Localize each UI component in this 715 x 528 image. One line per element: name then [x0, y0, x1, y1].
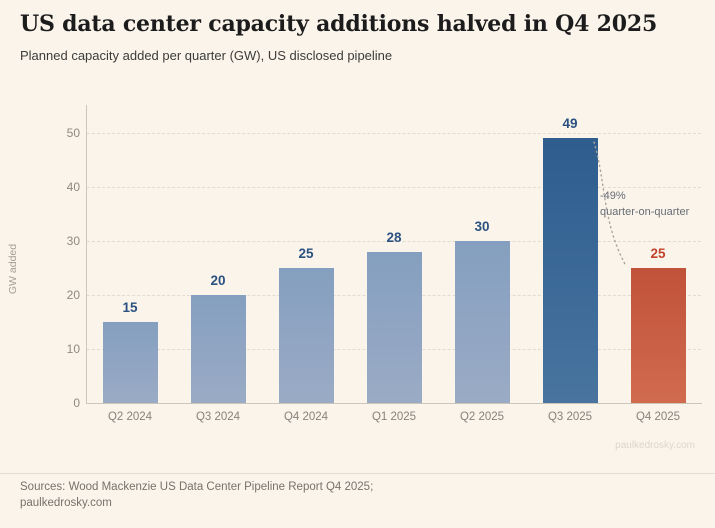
bar-value-q4-2025: 25 — [650, 246, 666, 261]
bar-value-q2-2024: 15 — [122, 300, 138, 315]
chart-title: US data center capacity additions halved… — [20, 11, 658, 37]
bar-q2-2025 — [454, 241, 510, 403]
y-tick-20: 20 — [66, 288, 80, 302]
y-tick-0: 0 — [73, 396, 80, 410]
y-axis-title: GW added — [7, 243, 19, 295]
y-tick-40: 40 — [66, 180, 80, 194]
bar-value-q1-2025: 28 — [386, 229, 402, 245]
gridline-30 — [87, 241, 701, 242]
y-tick-10: 10 — [66, 342, 80, 356]
annotation-line1: -49% — [600, 190, 626, 202]
bar-value-q3-2025: 49 — [562, 116, 578, 132]
annotation-line2: quarter-on-quarter — [600, 205, 690, 218]
x-tick-q3-2024: Q3 2024 — [195, 411, 241, 423]
sources-line1: Sources: Wood Mackenzie US Data Center P… — [20, 481, 374, 493]
x-tick-q2-2024: Q2 2024 — [107, 411, 153, 423]
watermark: paulkedrosky.com — [615, 440, 695, 451]
bar-q4-2024 — [278, 268, 334, 403]
sources-line2: paulkedrosky.com — [20, 496, 112, 509]
footer-divider — [0, 473, 715, 474]
bar-value-q3-2024: 20 — [210, 273, 226, 288]
y-axis-line — [86, 105, 87, 403]
bar-q3-2024 — [190, 295, 246, 403]
sources-note: Sources: Wood Mackenzie US Data Center P… — [20, 480, 373, 511]
x-tick-q4-2025: Q4 2025 — [635, 411, 681, 423]
x-tick-q4-2024: Q4 2024 — [283, 411, 329, 423]
annotation-text: -49% quarter-on-quarter — [600, 189, 689, 221]
x-tick-q3-2025: Q3 2025 — [547, 411, 593, 423]
y-tick-30: 30 — [66, 234, 80, 248]
y-tick-50: 50 — [66, 126, 80, 140]
bar-q4-2025 — [630, 268, 686, 403]
bar-q3-2025 — [542, 138, 598, 403]
chart-subtitle: Planned capacity added per quarter (GW),… — [20, 48, 393, 63]
bar-q1-2025 — [366, 251, 422, 403]
bar-value-q4-2024: 25 — [298, 246, 314, 261]
gridline-40 — [87, 187, 701, 188]
plot-area: GW added 0 10 20 30 40 50 15 Q2 2024 20 Q3 2024 25… — [0, 95, 715, 440]
bar-value-q2-2025: 30 — [474, 219, 490, 234]
gridline-50 — [87, 133, 701, 134]
x-tick-q1-2025: Q1 2025 — [371, 411, 417, 423]
x-axis-line — [86, 403, 702, 404]
x-tick-q2-2025: Q2 2025 — [459, 411, 505, 423]
bar-q2-2024 — [102, 322, 158, 403]
